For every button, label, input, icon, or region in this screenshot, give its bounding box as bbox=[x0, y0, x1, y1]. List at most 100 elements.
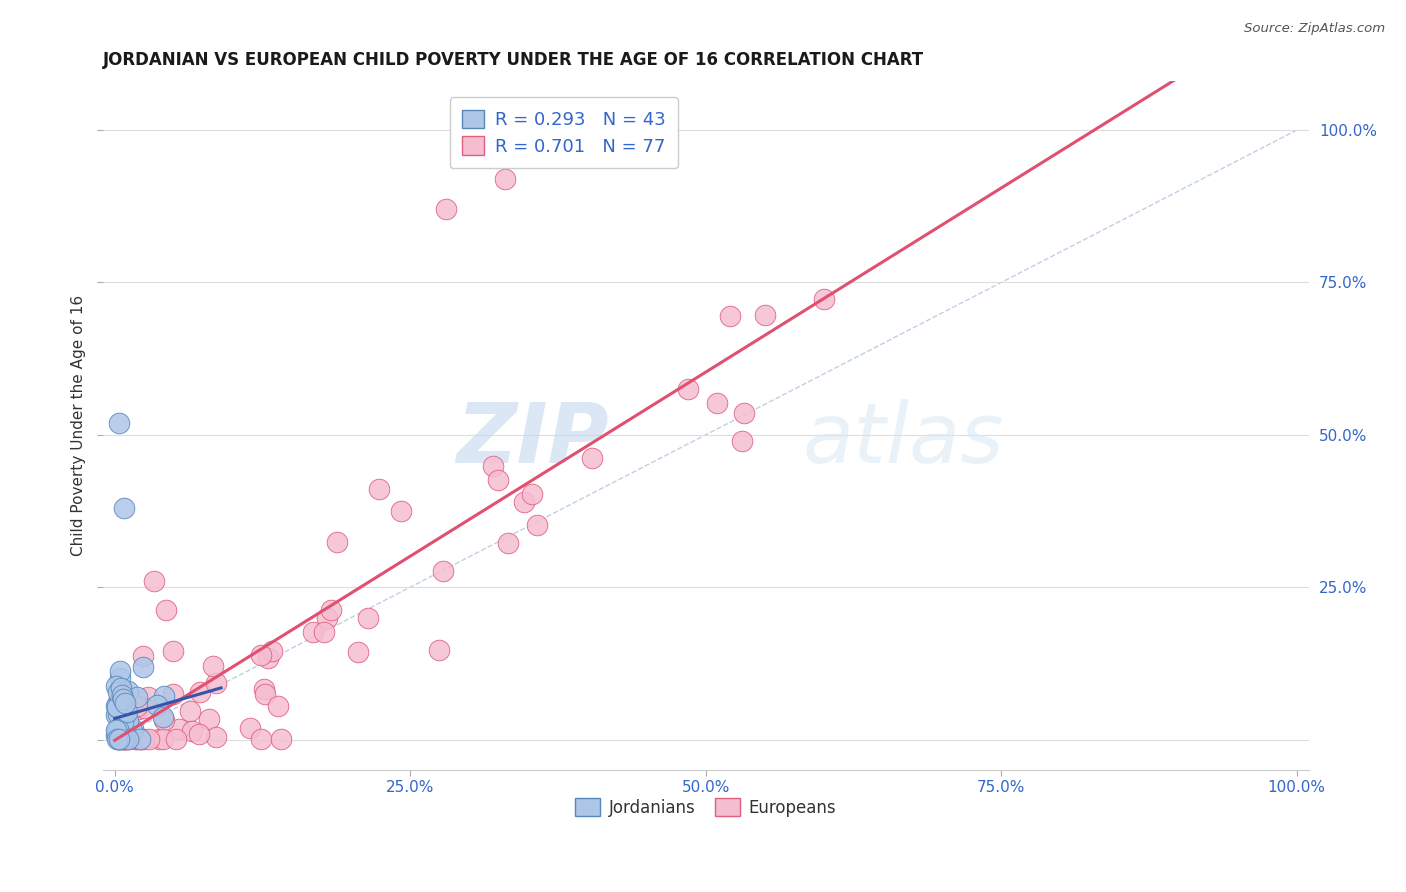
Point bbox=[204, 676, 226, 690]
Point bbox=[132, 659, 155, 673]
Point bbox=[129, 731, 152, 746]
Point bbox=[104, 680, 127, 694]
Y-axis label: Child Poverty Under the Age of 16: Child Poverty Under the Age of 16 bbox=[72, 295, 86, 557]
Point bbox=[115, 731, 138, 746]
Point bbox=[111, 687, 134, 701]
Point bbox=[121, 723, 143, 738]
Point bbox=[115, 731, 138, 746]
Point bbox=[108, 731, 131, 746]
Point bbox=[129, 731, 152, 746]
Point bbox=[108, 664, 131, 678]
Point bbox=[125, 731, 148, 746]
Point bbox=[122, 722, 145, 736]
Point bbox=[152, 710, 174, 724]
Point bbox=[482, 458, 505, 473]
Point bbox=[110, 681, 132, 695]
Point bbox=[112, 715, 135, 730]
Point bbox=[260, 644, 283, 658]
Point bbox=[104, 699, 127, 714]
Point bbox=[496, 536, 519, 550]
Point bbox=[526, 517, 548, 532]
Point bbox=[146, 698, 169, 713]
Point bbox=[432, 564, 454, 578]
Point bbox=[105, 731, 128, 746]
Point bbox=[267, 699, 290, 714]
Point bbox=[270, 731, 292, 746]
Point bbox=[117, 684, 139, 698]
Point bbox=[132, 731, 155, 746]
Point bbox=[201, 659, 224, 673]
Point bbox=[132, 701, 155, 715]
Point bbox=[325, 534, 347, 549]
Point bbox=[110, 681, 132, 695]
Point bbox=[107, 722, 129, 736]
Point bbox=[205, 730, 228, 744]
Point bbox=[718, 309, 741, 323]
Point bbox=[127, 702, 149, 716]
Point bbox=[111, 688, 134, 702]
Point bbox=[138, 731, 160, 746]
Point bbox=[188, 685, 211, 699]
Point bbox=[319, 603, 342, 617]
Point bbox=[107, 731, 129, 746]
Point bbox=[302, 625, 325, 640]
Point bbox=[486, 473, 509, 487]
Point bbox=[367, 482, 389, 496]
Point bbox=[108, 416, 131, 430]
Point bbox=[114, 696, 136, 710]
Point bbox=[104, 707, 127, 722]
Point bbox=[513, 494, 536, 508]
Point bbox=[165, 731, 187, 746]
Point bbox=[112, 731, 135, 746]
Point bbox=[114, 731, 136, 746]
Point bbox=[117, 706, 139, 720]
Point bbox=[111, 692, 134, 706]
Point bbox=[312, 624, 335, 639]
Point bbox=[197, 712, 219, 726]
Point bbox=[104, 723, 127, 738]
Point bbox=[138, 690, 160, 705]
Point bbox=[107, 731, 129, 746]
Point bbox=[239, 721, 262, 735]
Point bbox=[730, 434, 752, 448]
Point bbox=[107, 695, 129, 709]
Point bbox=[111, 731, 134, 746]
Point bbox=[253, 681, 276, 696]
Point bbox=[104, 728, 127, 742]
Point bbox=[676, 382, 699, 396]
Point bbox=[105, 699, 128, 714]
Text: atlas: atlas bbox=[803, 399, 1004, 480]
Point bbox=[114, 702, 136, 716]
Point bbox=[315, 611, 337, 625]
Legend: Jordanians, Europeans: Jordanians, Europeans bbox=[568, 791, 844, 823]
Point bbox=[117, 714, 139, 729]
Point bbox=[108, 731, 131, 746]
Point bbox=[125, 731, 148, 746]
Point bbox=[111, 731, 134, 746]
Point bbox=[117, 731, 139, 746]
Point bbox=[346, 644, 368, 658]
Point bbox=[132, 649, 155, 664]
Point bbox=[357, 610, 380, 624]
Point bbox=[254, 687, 277, 701]
Point bbox=[813, 293, 835, 307]
Point bbox=[706, 396, 728, 410]
Point bbox=[162, 644, 184, 658]
Point bbox=[110, 727, 132, 741]
Point bbox=[142, 574, 165, 589]
Point bbox=[434, 202, 457, 217]
Point bbox=[389, 504, 412, 518]
Point bbox=[256, 650, 278, 665]
Point bbox=[107, 685, 129, 699]
Point bbox=[105, 723, 128, 738]
Point bbox=[581, 451, 603, 466]
Point bbox=[111, 731, 134, 746]
Point bbox=[148, 731, 170, 746]
Point bbox=[108, 731, 131, 746]
Point bbox=[153, 714, 176, 728]
Point bbox=[108, 671, 131, 685]
Point bbox=[117, 728, 139, 742]
Point bbox=[250, 648, 273, 662]
Point bbox=[188, 726, 211, 740]
Point bbox=[155, 603, 177, 617]
